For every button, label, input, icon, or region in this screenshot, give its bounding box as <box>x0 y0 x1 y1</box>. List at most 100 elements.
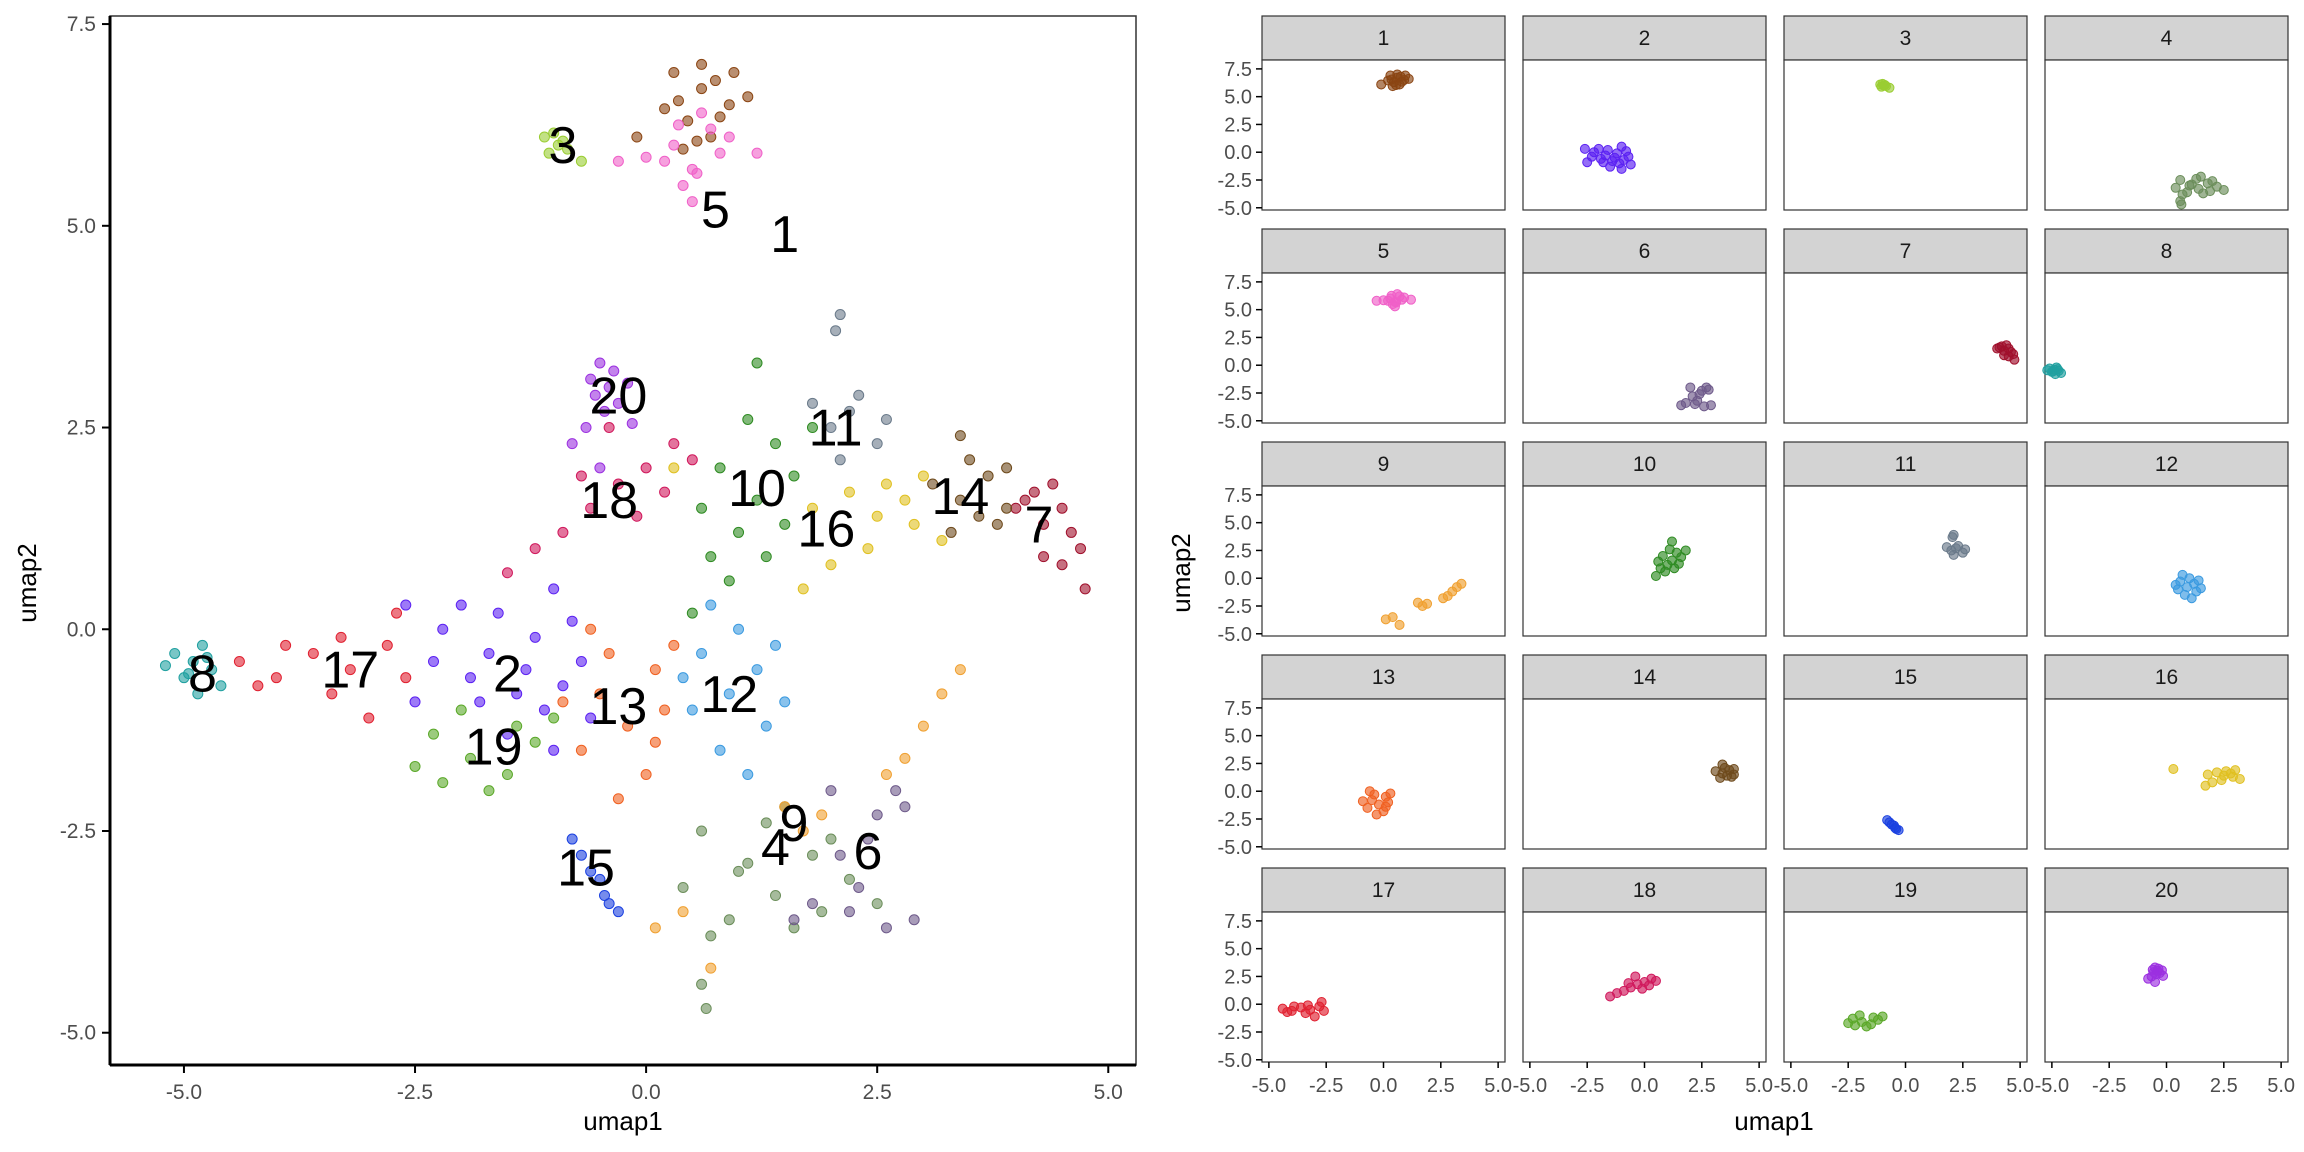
main-point-cluster-2 <box>483 647 495 659</box>
main-point-cluster-6 <box>908 914 920 926</box>
facet-point <box>1380 614 1391 625</box>
main-point-cluster-12 <box>696 647 708 659</box>
facet-strip-label: 9 <box>1378 453 1390 476</box>
main-point-cluster-6 <box>834 849 846 861</box>
main-point-cluster-4 <box>825 833 837 845</box>
main-point-cluster-14 <box>1001 502 1013 514</box>
main-point-cluster-19 <box>437 777 449 789</box>
main-point-cluster-13 <box>575 744 587 756</box>
main-point-cluster-13 <box>622 720 634 732</box>
facet-frame <box>2044 911 2289 1063</box>
main-point-cluster-13 <box>594 688 606 700</box>
cluster-label-7: 7 <box>1024 496 1053 554</box>
main-point-cluster-13 <box>659 704 671 716</box>
main-point-cluster-3 <box>538 131 550 143</box>
facet-x-tick-label: 5.0 <box>2267 1075 2295 1097</box>
main-point-cluster-16 <box>862 543 874 555</box>
cluster-label-1: 1 <box>770 206 799 264</box>
facet-strip <box>1783 15 2028 61</box>
main-point-cluster-1 <box>728 66 740 78</box>
facet-point <box>2150 977 2161 987</box>
facet-strip-label: 12 <box>2155 453 2178 476</box>
main-point-cluster-7 <box>1056 502 1068 514</box>
main-point-cluster-12 <box>723 688 735 700</box>
main-point-cluster-10 <box>696 502 708 514</box>
main-point-cluster-20 <box>622 377 634 389</box>
cluster-label-2: 2 <box>493 646 522 704</box>
main-point-cluster-16 <box>936 535 948 546</box>
main-point-cluster-1 <box>682 115 694 127</box>
facet-panel-6: 6 <box>1522 228 1767 424</box>
facet-panel-18: 18 -5.0 -2.5 0.0 2.5 5.0 <box>1513 867 1773 1097</box>
main-point-cluster-4 <box>696 978 708 990</box>
main-point-cluster-13 <box>585 623 597 635</box>
facet-x-tick-label: 2.5 <box>2210 1075 2238 1097</box>
facet-point <box>1722 770 1733 781</box>
main-point-cluster-6 <box>862 833 874 845</box>
facet-y-tick-label: 5.0 <box>1224 87 1252 109</box>
main-point-cluster-19 <box>409 760 421 772</box>
main-point-cluster-18 <box>557 526 569 538</box>
main-point-cluster-4 <box>871 898 883 910</box>
main-point-cluster-5 <box>696 107 708 119</box>
facet-y-tick-label: 2.5 <box>1224 966 1252 988</box>
facet-panel-12: 12 <box>2044 441 2289 637</box>
main-point-cluster-1 <box>672 95 684 107</box>
facet-strip <box>2044 867 2289 913</box>
main-point-cluster-16 <box>908 518 920 530</box>
main-point-cluster-1 <box>709 75 721 87</box>
facet-point <box>1395 71 1406 82</box>
main-point-cluster-1 <box>691 135 703 147</box>
main-umap-scatter: -5.0 -2.5 0.0 2.5 5.0-5.0-2.50.02.55.07.5123… <box>60 13 1137 1104</box>
facet-point <box>1282 1007 1293 1017</box>
main-point-cluster-16 <box>871 510 883 522</box>
main-point-cluster-14 <box>927 478 939 490</box>
facet-x-tick-label: 2.5 <box>1949 1075 1977 1097</box>
facet-frame <box>1783 911 2028 1063</box>
facet-panel-9: 9 -5.0 -2.5 0.0 2.5 5.0 7.5 <box>1218 441 1506 646</box>
main-point-cluster-17 <box>280 639 292 651</box>
facet-x-tick-label: -5.0 <box>2035 1075 2069 1097</box>
main-point-cluster-13 <box>640 769 652 781</box>
main-point-cluster-4 <box>677 881 689 893</box>
cluster-label-5: 5 <box>701 182 730 240</box>
main-point-cluster-19 <box>501 769 513 781</box>
facet-point <box>2176 199 2187 210</box>
main-point-cluster-6 <box>871 809 883 821</box>
main-point-cluster-20 <box>594 357 606 369</box>
main-point-cluster-17 <box>252 680 264 692</box>
main-point-cluster-10 <box>788 470 800 482</box>
main-point-cluster-7 <box>1038 518 1050 530</box>
main-point-cluster-11 <box>880 413 892 425</box>
facet-panel-2: 2 <box>1522 15 1767 211</box>
main-point-cluster-7 <box>1028 486 1040 498</box>
main-point-cluster-8 <box>192 688 204 700</box>
facet-strip <box>1522 15 1767 61</box>
main-point-cluster-12 <box>779 696 791 708</box>
facet-frame <box>1783 272 2028 424</box>
main-point-cluster-2 <box>538 704 550 716</box>
main-point-cluster-16 <box>797 583 809 595</box>
facet-frame <box>2044 698 2289 850</box>
cluster-label-14: 14 <box>931 468 989 526</box>
facet-point <box>2001 340 2012 351</box>
facet-point <box>2158 970 2169 981</box>
facet-strip <box>1783 867 2028 913</box>
facet-y-tick-label: -5.0 <box>1218 624 1252 646</box>
main-y-tick-label: 2.5 <box>67 417 96 440</box>
main-point-cluster-10 <box>723 575 735 587</box>
main-point-cluster-16 <box>899 494 911 506</box>
main-point-cluster-15 <box>603 898 615 910</box>
facet-point <box>1947 532 1958 543</box>
main-point-cluster-1 <box>696 83 708 95</box>
main-point-cluster-8 <box>187 656 199 668</box>
facet-strip-label: 15 <box>1894 666 1917 689</box>
cluster-label-17: 17 <box>321 642 379 700</box>
facet-point <box>1877 1011 1888 1022</box>
facet-point <box>1406 294 1417 305</box>
facet-y-tick-label: 0.0 <box>1224 781 1252 803</box>
main-y-axis-title: umap2 <box>12 543 42 623</box>
facet-y-tick-label: 5.0 <box>1224 726 1252 748</box>
main-y-tick-label: -5.0 <box>60 1022 96 1045</box>
main-point-cluster-14 <box>991 518 1003 530</box>
